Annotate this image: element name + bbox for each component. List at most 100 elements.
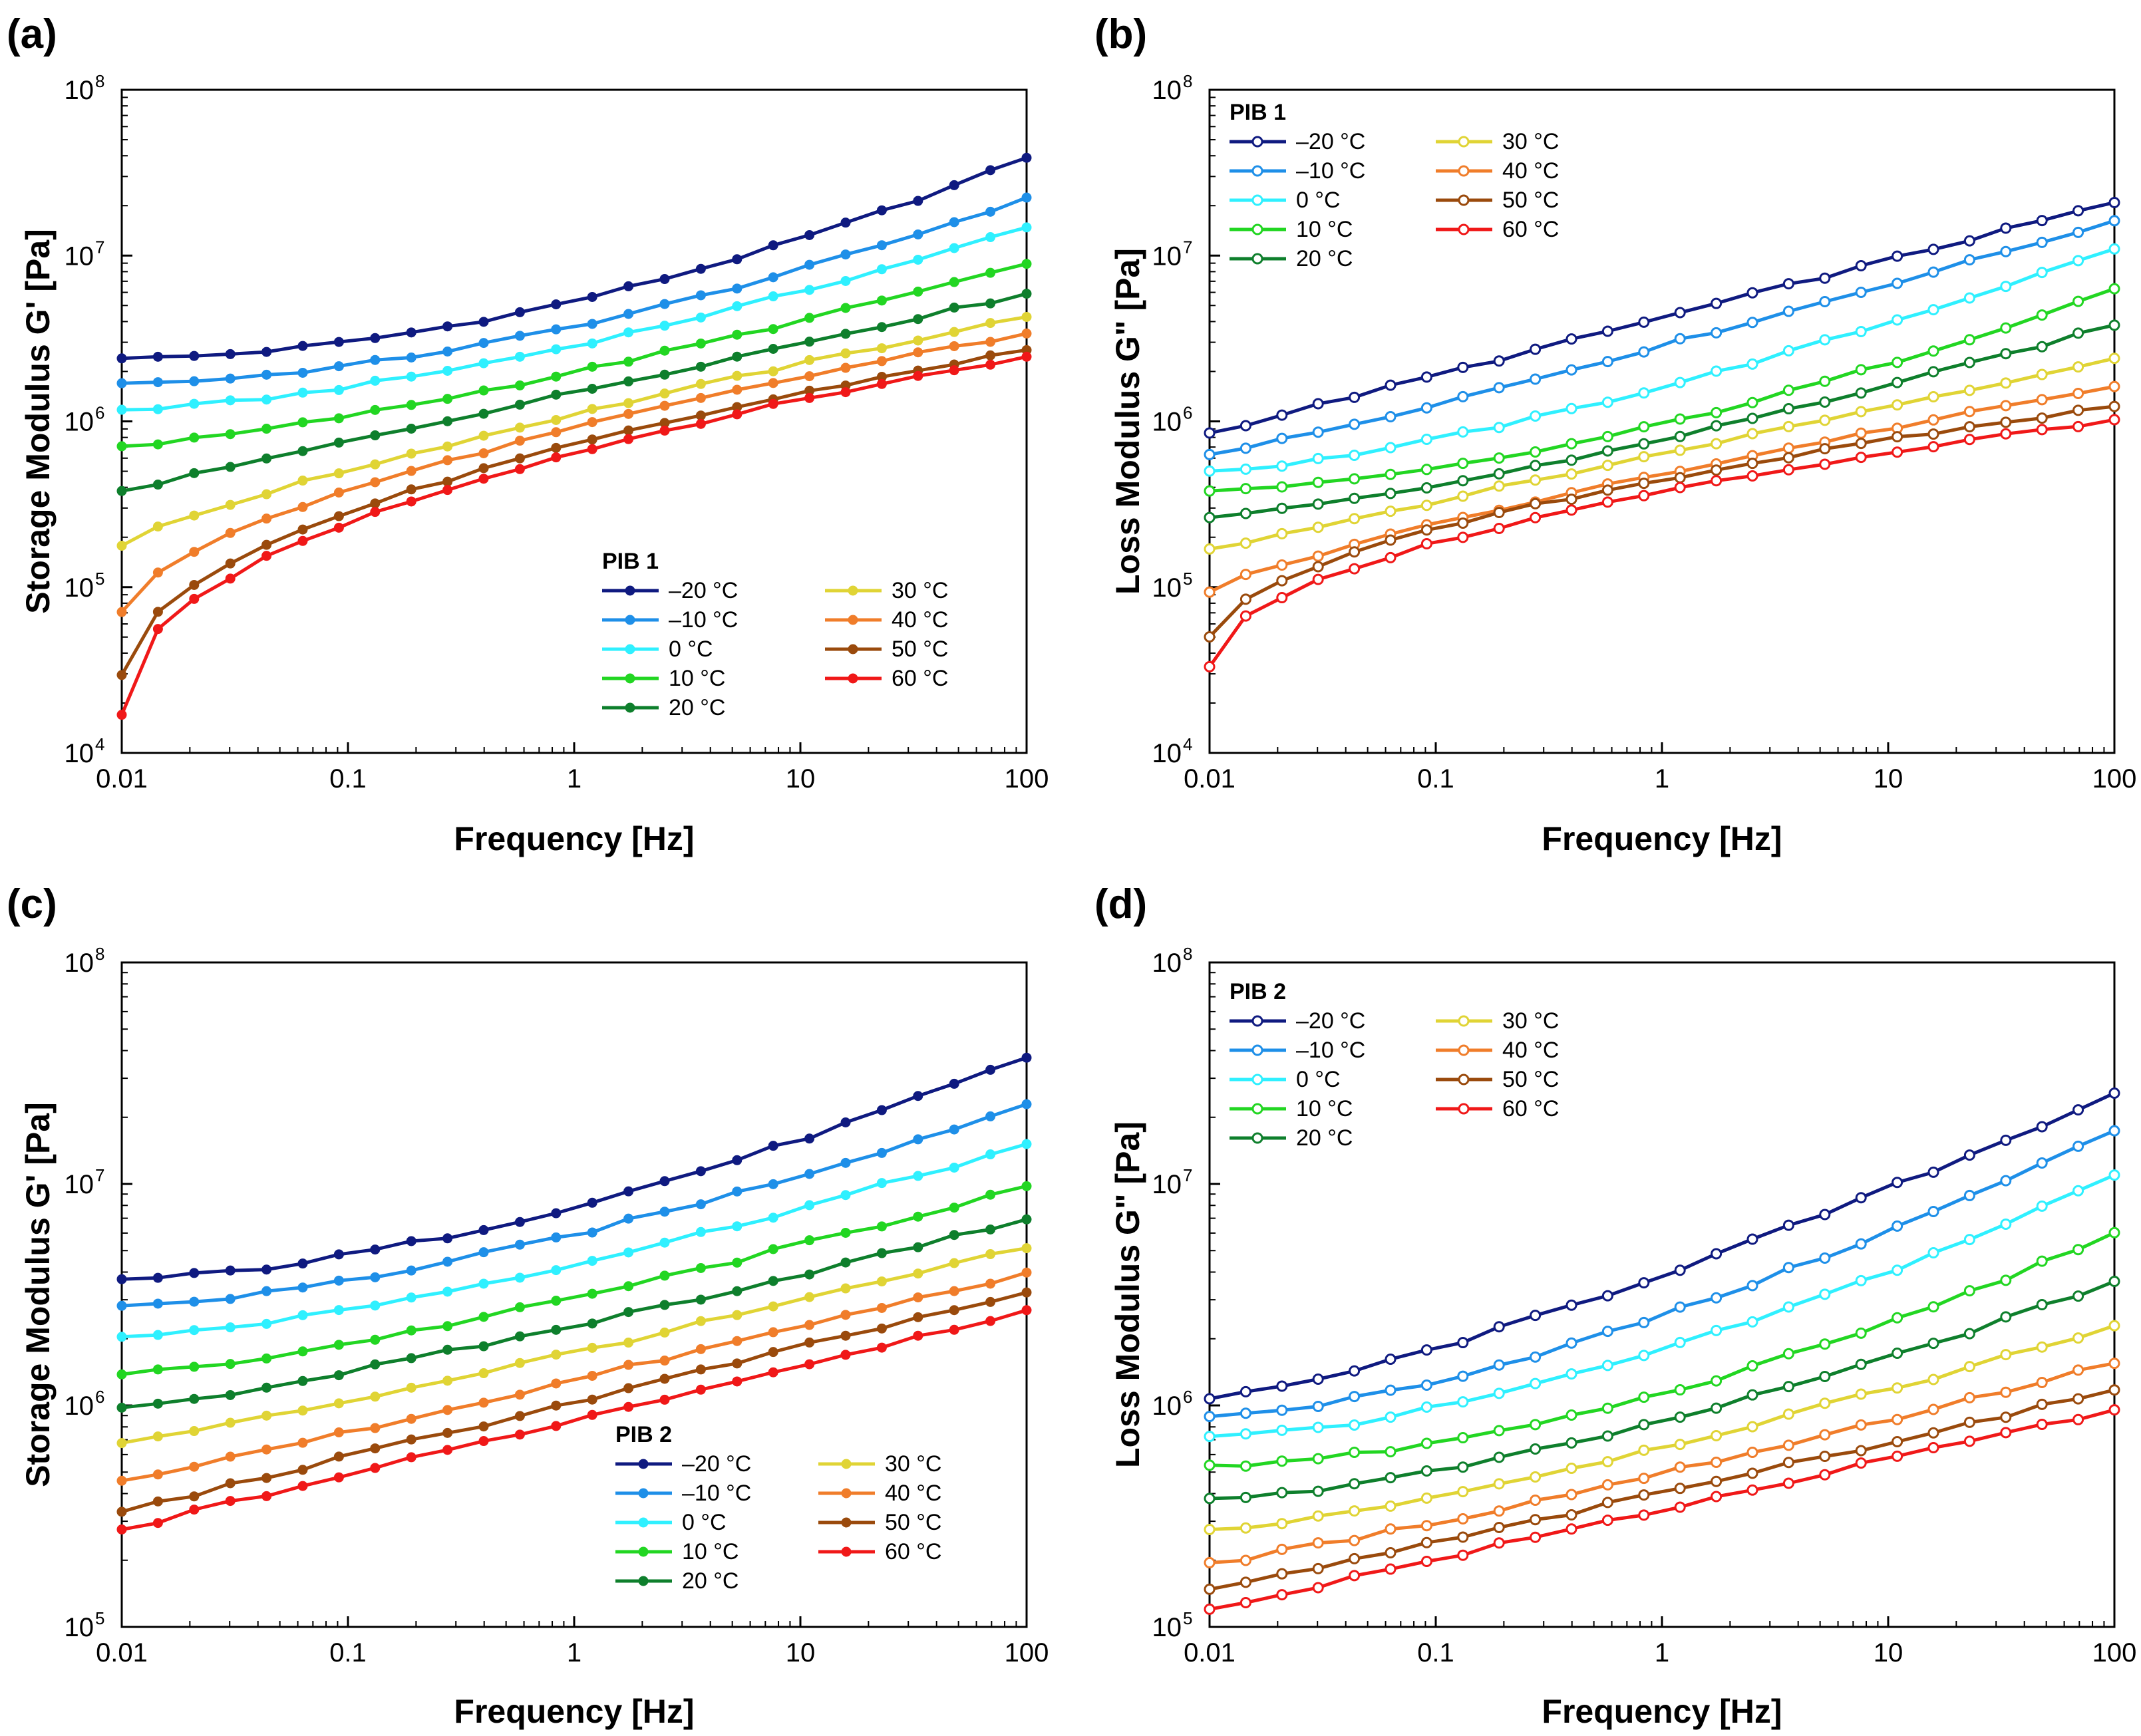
data-point [333,361,344,372]
data-point [1855,1445,1867,1457]
data-point [189,1393,200,1404]
data-point [551,452,562,463]
data-point [587,1256,597,1266]
data-point [1565,402,1577,414]
data-point [189,593,200,604]
data-point [1855,1238,1867,1250]
data-point [261,1353,272,1364]
data-point [623,1307,634,1318]
data-point [1927,1338,1939,1350]
series-line [120,331,1027,613]
data-point [2072,1104,2084,1116]
legend-swatch-marker [638,1576,649,1586]
data-point [442,441,453,452]
data-point [1746,470,1758,482]
data-point [261,1444,272,1455]
data-point [1674,1501,1686,1513]
data-point [370,1272,381,1282]
data-point [913,196,923,206]
legend: PIB 1 –20 °C –10 °C 0 °C 10 °C 20 °C 30 °C 40 °… [1230,100,1559,271]
data-point [1530,1377,1542,1389]
data-point [949,302,959,313]
data-point [1782,403,1794,415]
data-point [1530,1351,1542,1363]
data-point [478,1312,489,1322]
data-point [1674,1384,1686,1396]
data-point [1782,1348,1794,1360]
data-point [695,312,706,323]
data-point [2108,380,2120,392]
data-point [1638,421,1650,433]
data-point [913,370,923,381]
data-point [261,513,272,524]
data-point [297,417,308,428]
data-point [2072,1393,2084,1405]
data-point [1530,474,1542,486]
data-point [1963,1234,1975,1246]
data-point [1819,1338,1831,1350]
data-point [1276,481,1288,493]
data-point [1021,328,1032,339]
data-point [2036,1377,2048,1389]
data-point [297,502,308,512]
data-point [478,1421,489,1432]
legend-swatch-marker [1251,1015,1263,1027]
data-point [406,1292,416,1303]
data-point [116,540,127,551]
data-point [840,1310,851,1320]
data-point [840,348,851,359]
data-point [1819,272,1831,284]
data-point [2072,1140,2084,1152]
data-point [152,1272,163,1283]
data-point [2036,394,2048,406]
data-point [1457,1513,1469,1524]
data-point [587,1288,597,1299]
data-point [949,217,959,227]
data-point [1239,1385,1251,1397]
data-point [478,317,489,327]
data-point [478,408,489,419]
data-point [551,442,562,453]
data-point [1312,1537,1324,1549]
data-point [1420,1437,1432,1449]
data-point [876,1342,887,1353]
data-point [152,480,163,490]
data-point [1638,490,1650,502]
data-point [1276,1380,1288,1392]
data-point [1674,430,1686,442]
y-axis-title: Loss Modulus G" [Pa] [1109,248,1146,595]
y-axis-title: Storage Modulus G' [Pa] [19,229,57,614]
data-point [985,337,996,347]
data-point [1601,1497,1613,1509]
data-point [406,423,416,434]
data-point [1963,1189,1975,1201]
data-point [1239,1522,1251,1534]
data-point [587,361,597,372]
data-point [985,1224,996,1234]
data-point [1638,1419,1650,1431]
data-point [225,1322,236,1333]
data-point [1927,414,1939,426]
data-point [333,1305,344,1316]
data-point [1276,1589,1288,1601]
series-line [1209,201,2115,435]
data-point [1021,1214,1032,1225]
legend-label: 0 °C [1296,1067,1341,1092]
data-point [514,453,525,464]
data-point [1493,355,1505,367]
data-point [514,1272,525,1283]
data-point [2036,309,2048,321]
data-point [1276,575,1288,587]
data-point [1892,376,1903,388]
data-point [1927,345,1939,357]
data-point [116,1507,127,1517]
data-point [370,1334,381,1345]
data-point [1565,1437,1577,1449]
legend-label: –20 °C [682,1451,751,1477]
legend-swatch-marker [1458,1015,1470,1027]
data-point [804,1320,815,1330]
data-point [659,1374,670,1384]
data-point [695,1384,706,1395]
data-point [949,1124,959,1135]
